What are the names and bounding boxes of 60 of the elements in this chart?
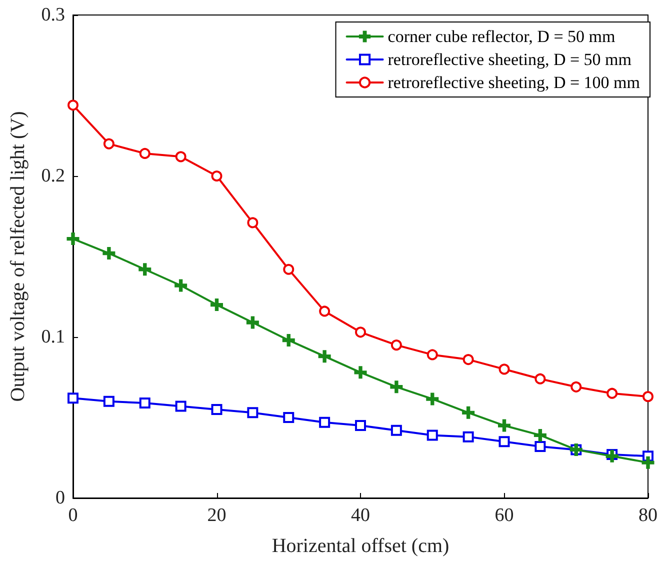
point xyxy=(426,430,438,441)
point xyxy=(355,420,366,432)
legend-label: retroreflective sheeting, D = 50 mm xyxy=(388,50,632,69)
point xyxy=(534,373,546,384)
legend-label: retroreflective sheeting, D = 100 mm xyxy=(388,73,640,92)
point xyxy=(426,392,439,406)
point xyxy=(66,232,80,246)
y-tick-label: 0.3 xyxy=(41,4,65,26)
point xyxy=(390,380,403,394)
point xyxy=(175,151,186,162)
point xyxy=(103,138,114,150)
x-tick-label: 20 xyxy=(207,505,226,526)
point xyxy=(355,326,366,338)
point xyxy=(247,407,258,418)
point xyxy=(283,412,294,423)
point xyxy=(103,396,114,407)
point xyxy=(642,391,654,402)
point xyxy=(175,400,186,412)
x-tick-label: 40 xyxy=(351,505,370,526)
point xyxy=(210,298,223,312)
point xyxy=(390,340,402,351)
x-tick-label: 0 xyxy=(68,505,78,526)
point xyxy=(139,148,150,159)
point xyxy=(318,350,331,363)
point xyxy=(498,419,510,432)
point xyxy=(462,431,474,442)
point xyxy=(390,424,402,436)
x-axis-title: Horizental offset (cm) xyxy=(272,535,450,557)
point xyxy=(534,428,546,442)
y-tick-label: 0.2 xyxy=(41,166,65,186)
y-tick-label: 0 xyxy=(56,488,65,508)
point xyxy=(498,364,510,375)
point xyxy=(534,440,546,452)
x-tick-label: 80 xyxy=(638,505,658,526)
point xyxy=(462,354,474,366)
point xyxy=(211,404,222,415)
point xyxy=(68,100,78,111)
point xyxy=(606,388,618,399)
point xyxy=(102,247,116,260)
y-tick-label: 0.1 xyxy=(41,326,65,348)
point xyxy=(570,381,582,392)
point xyxy=(462,406,475,419)
legend-label: corner cube reflector, D = 50 mm xyxy=(388,27,616,46)
point xyxy=(282,334,295,346)
x-tick-label: 60 xyxy=(494,505,514,526)
point xyxy=(246,316,259,329)
point xyxy=(68,392,78,404)
point xyxy=(211,170,222,182)
point xyxy=(426,349,438,360)
point xyxy=(247,217,258,228)
y-axis-title: Output voltage of relfected light (V) xyxy=(7,111,29,402)
point xyxy=(642,456,654,469)
point xyxy=(138,263,152,276)
point xyxy=(174,279,188,292)
point xyxy=(354,366,367,379)
point xyxy=(319,416,330,428)
point xyxy=(498,436,510,448)
point xyxy=(283,264,294,275)
point xyxy=(139,398,150,409)
point xyxy=(319,306,330,317)
